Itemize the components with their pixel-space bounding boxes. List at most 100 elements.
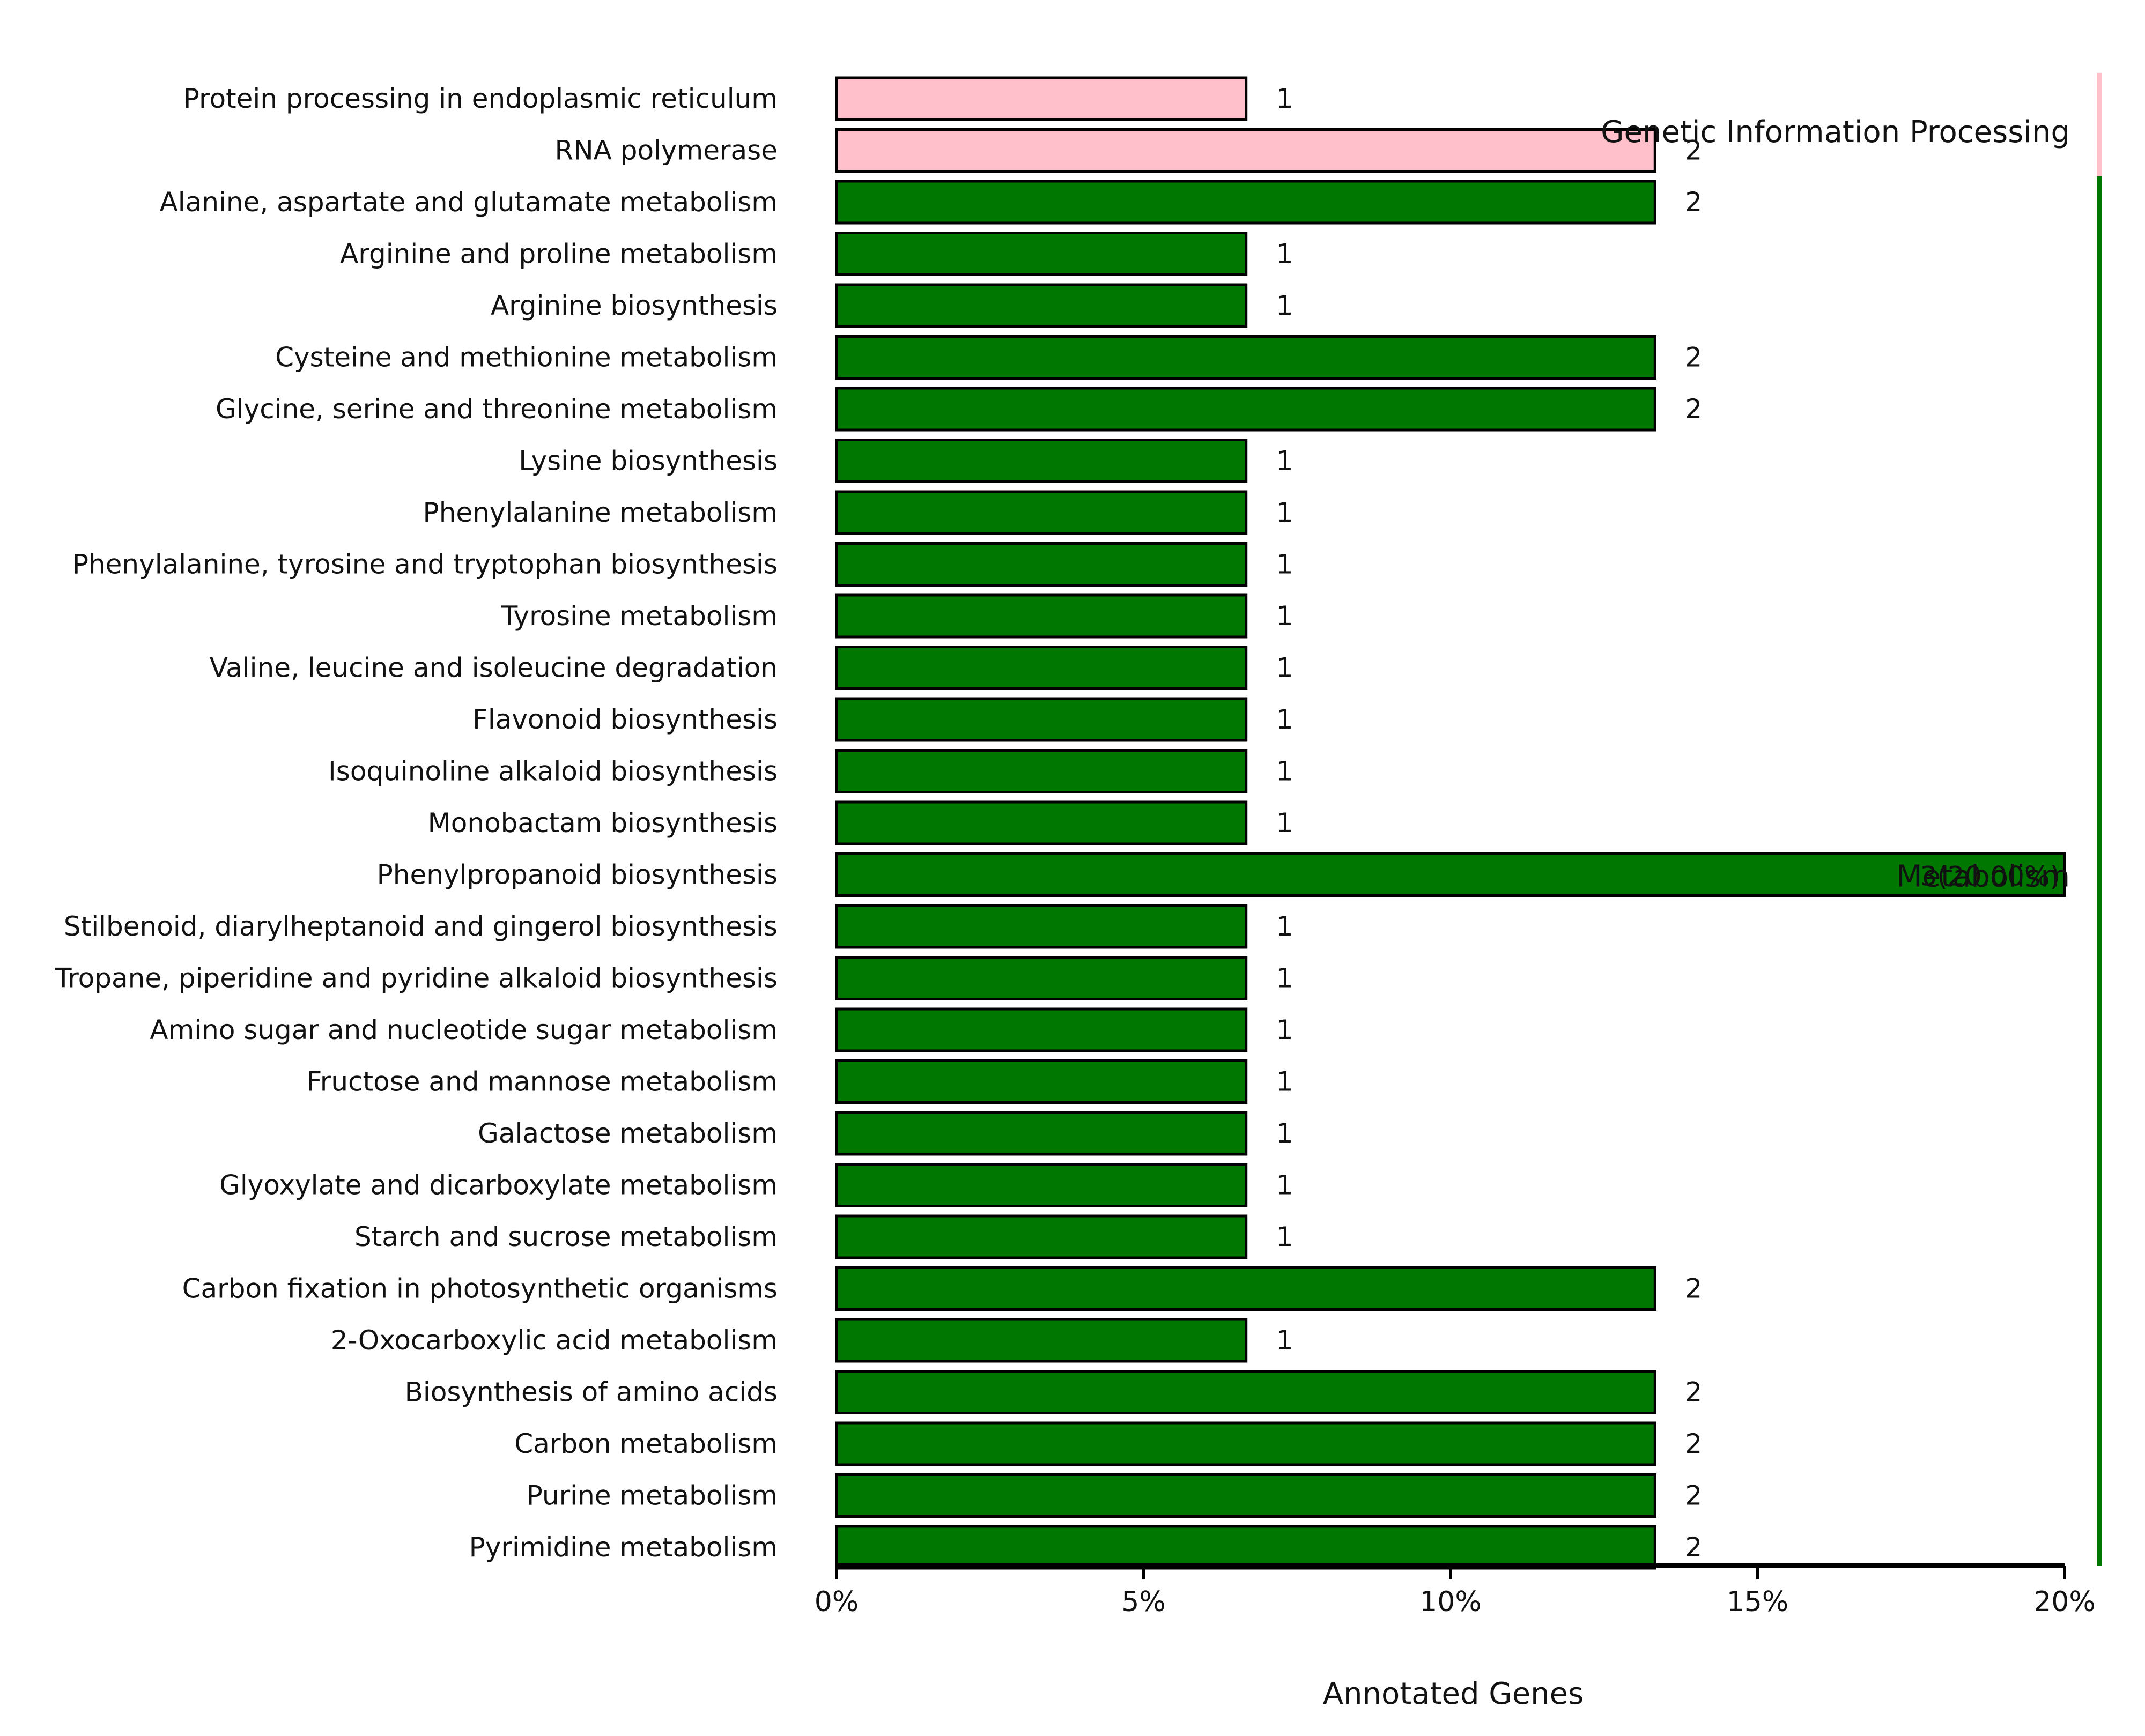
value-label: 1 xyxy=(1276,1221,1293,1252)
value-label: 1 xyxy=(1276,652,1293,684)
category-label: Flavonoid biosynthesis xyxy=(472,704,778,735)
value-label: 1 xyxy=(1276,1170,1293,1201)
bar-starch-and-sucrose-metabolism xyxy=(835,1214,1248,1259)
bar-carbon-metabolism xyxy=(835,1421,1656,1466)
bar-alanine-aspartate-and-glutamate-metabolism xyxy=(835,180,1656,225)
group-strip-metabolism xyxy=(2097,176,2102,1566)
value-label: 2 xyxy=(1685,394,1702,425)
category-label: Tropane, piperidine and pyridine alkaloi… xyxy=(55,963,778,994)
category-label: Tyrosine metabolism xyxy=(501,600,778,632)
value-label: 1 xyxy=(1276,911,1293,942)
bar-phenylalanine-tyrosine-and-tryptophan-biosynthesis xyxy=(835,542,1248,587)
bar-purine-metabolism xyxy=(835,1473,1656,1518)
category-label: Glyoxylate and dicarboxylate metabolism xyxy=(219,1170,778,1201)
category-label: Phenylalanine metabolism xyxy=(423,497,778,528)
value-label: 1 xyxy=(1276,549,1293,580)
category-label: Purine metabolism xyxy=(527,1480,778,1511)
category-label: Isoquinoline alkaloid biosynthesis xyxy=(328,756,778,787)
value-label: 1 xyxy=(1276,239,1293,270)
bar-flavonoid-biosynthesis xyxy=(835,697,1248,742)
bar-amino-sugar-and-nucleotide-sugar-metabolism xyxy=(835,1007,1248,1052)
value-label: 2 xyxy=(1685,1532,1702,1563)
category-label: 2-Oxocarboxylic acid metabolism xyxy=(331,1325,778,1356)
bar-rna-polymerase xyxy=(835,128,1656,173)
value-label: 1 xyxy=(1276,83,1293,114)
category-label: Fructose and mannose metabolism xyxy=(307,1066,778,1097)
category-label: Cysteine and methionine metabolism xyxy=(275,342,778,373)
category-label: Arginine and proline metabolism xyxy=(340,239,778,270)
category-label: Starch and sucrose metabolism xyxy=(354,1221,778,1252)
value-label: 2 xyxy=(1685,1273,1702,1304)
value-label: 1 xyxy=(1276,1014,1293,1045)
bar-glycine-serine-and-threonine-metabolism xyxy=(835,387,1656,432)
bar-stilbenoid-diarylheptanoid-and-gingerol-biosynthesis xyxy=(835,904,1248,949)
value-label: 1 xyxy=(1276,756,1293,787)
bar-isoquinoline-alkaloid-biosynthesis xyxy=(835,749,1248,793)
category-label: RNA polymerase xyxy=(554,135,778,166)
x-tick-label: 5% xyxy=(1121,1586,1166,1618)
bar-galactose-metabolism xyxy=(835,1111,1248,1156)
category-label: Amino sugar and nucleotide sugar metabol… xyxy=(150,1014,778,1045)
x-axis: 0% 5% 10% 15% 20% xyxy=(815,1563,2096,1618)
group-label-metabolism: Metabolism xyxy=(1896,859,2070,894)
group-annotations: Genetic Information Processing Metabolism xyxy=(1601,72,2102,1566)
bar-phenylpropanoid-biosynthesis xyxy=(835,852,2066,897)
x-tick-label: 20% xyxy=(2033,1586,2096,1618)
bar-fructose-and-mannose-metabolism xyxy=(835,1059,1248,1104)
group-label-genetic-information-processing: Genetic Information Processing xyxy=(1601,115,2070,150)
value-label: 1 xyxy=(1276,290,1293,321)
value-label: 1 xyxy=(1276,1066,1293,1097)
value-label: 2 xyxy=(1685,135,1702,166)
bar-phenylalanine-metabolism xyxy=(835,490,1248,535)
bar-carbon-fixation-in-photosynthetic-organisms xyxy=(835,1266,1656,1311)
bar-protein-processing-in-endoplasmic-reticulum xyxy=(835,76,1248,121)
category-label: Arginine biosynthesis xyxy=(491,290,778,321)
x-tick-label: 10% xyxy=(1419,1586,1482,1618)
group-strip-genetic-information-processing xyxy=(2097,72,2102,176)
bars-layer xyxy=(835,76,2066,1570)
category-label: Protein processing in endoplasmic reticu… xyxy=(183,83,778,114)
value-label: 1 xyxy=(1276,1118,1293,1149)
category-label: Alanine, aspartate and glutamate metabol… xyxy=(160,187,778,218)
x-tick-label: 15% xyxy=(1727,1586,1789,1618)
category-label: Monobactam biosynthesis xyxy=(428,807,778,839)
category-label: Phenylalanine, tyrosine and tryptophan b… xyxy=(72,549,778,580)
value-label: 1 xyxy=(1276,963,1293,994)
bar-monobactam-biosynthesis xyxy=(835,800,1248,845)
value-label: 1 xyxy=(1276,446,1293,477)
category-label: Valine, leucine and isoleucine degradati… xyxy=(210,652,778,684)
category-label: Biosynthesis of amino acids xyxy=(405,1377,778,1408)
value-label: 1 xyxy=(1276,807,1293,839)
bar-arginine-biosynthesis xyxy=(835,283,1248,328)
category-label: Phenylpropanoid biosynthesis xyxy=(377,859,778,891)
bar-lysine-biosynthesis xyxy=(835,439,1248,483)
bar-2-oxocarboxylic-acid-metabolism xyxy=(835,1318,1248,1363)
value-label: 1 xyxy=(1276,704,1293,735)
category-label: Galactose metabolism xyxy=(478,1118,778,1149)
category-label: Pyrimidine metabolism xyxy=(469,1532,778,1563)
category-label: Glycine, serine and threonine metabolism xyxy=(216,394,778,425)
value-label: 2 xyxy=(1685,1377,1702,1408)
category-label: Lysine biosynthesis xyxy=(519,446,778,477)
labels-layer: Protein processing in endoplasmic reticu… xyxy=(55,83,2060,1563)
bar-arginine-and-proline-metabolism xyxy=(835,232,1248,276)
value-label: 2 xyxy=(1685,342,1702,373)
bar-pyrimidine-metabolism xyxy=(835,1525,1656,1570)
value-label: 2 xyxy=(1685,1480,1702,1511)
value-label: 2 xyxy=(1685,187,1702,218)
category-label: Carbon metabolism xyxy=(514,1428,778,1459)
value-label: 1 xyxy=(1276,1325,1293,1356)
bar-cysteine-and-methionine-metabolism xyxy=(835,335,1656,380)
x-axis-title: Annotated Genes xyxy=(1323,1676,1584,1711)
value-label: 1 xyxy=(1276,497,1293,528)
bar-tyrosine-metabolism xyxy=(835,593,1248,639)
bar-tropane-piperidine-and-pyridine-alkaloid-biosynthesis xyxy=(835,956,1248,1000)
bar-glyoxylate-and-dicarboxylate-metabolism xyxy=(835,1163,1248,1207)
category-label: Carbon fixation in photosynthetic organi… xyxy=(182,1273,778,1304)
bar-valine-leucine-and-isoleucine-degradation xyxy=(835,646,1248,690)
bar-overlap-value-label: 3(20.00%) xyxy=(1920,861,2060,892)
x-tick-label: 0% xyxy=(815,1586,859,1618)
value-label: 1 xyxy=(1276,600,1293,632)
bar-biosynthesis-of-amino-acids xyxy=(835,1370,1656,1414)
